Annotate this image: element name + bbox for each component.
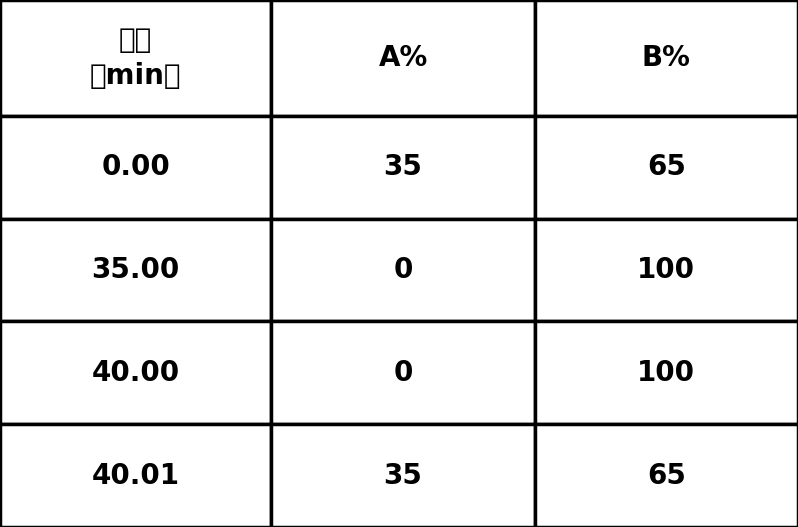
Bar [271,424,535,527]
Text: 40.01: 40.01 [92,462,180,490]
Text: 35: 35 [384,462,422,490]
Text: 100: 100 [638,256,695,284]
Text: B%: B% [642,44,691,72]
Bar [535,219,798,321]
Text: 100: 100 [638,359,695,387]
Bar [271,321,535,424]
Text: 40.00: 40.00 [92,359,180,387]
Bar [271,0,535,116]
Text: A%: A% [378,44,428,72]
Bar [271,116,535,219]
Text: 35: 35 [384,153,422,181]
Text: 时间
（min）: 时间 （min） [90,26,181,90]
Bar [535,424,798,527]
Text: 0.00: 0.00 [101,153,170,181]
Text: 0: 0 [393,359,413,387]
Bar [0,321,271,424]
Bar [535,321,798,424]
Bar [535,0,798,116]
Bar [535,116,798,219]
Bar [271,219,535,321]
Bar [0,219,271,321]
Bar [0,424,271,527]
Text: 0: 0 [393,256,413,284]
Text: 35.00: 35.00 [92,256,180,284]
Text: 65: 65 [647,153,685,181]
Bar [0,0,271,116]
Bar [0,116,271,219]
Text: 65: 65 [647,462,685,490]
